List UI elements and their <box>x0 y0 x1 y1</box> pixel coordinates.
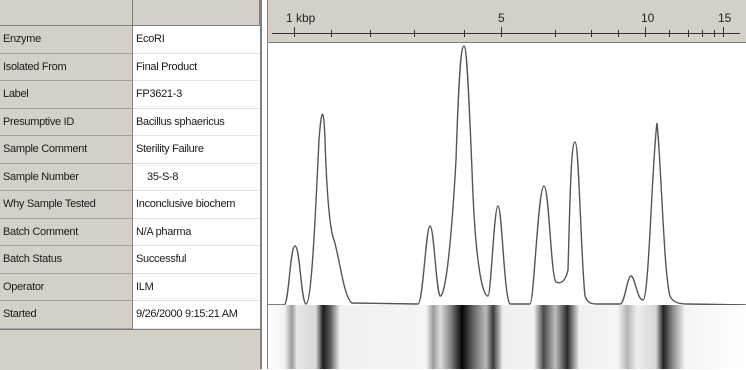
property-row-started[interactable]: Started 9/26/2000 9:15:21 AM <box>0 301 260 329</box>
ruler-tick <box>464 30 465 37</box>
property-label: Enzyme <box>0 26 133 54</box>
property-row-presumptive-id[interactable]: Presumptive ID Bacillus sphaericus <box>0 108 260 136</box>
property-value: FP3621-3 <box>133 81 260 109</box>
property-value: 35-S-8 <box>133 163 260 191</box>
property-label: Started <box>0 301 133 329</box>
ruler-label-1kbp: 1 kbp <box>286 11 316 25</box>
property-label: Presumptive ID <box>0 108 133 136</box>
ruler-tick <box>723 27 724 37</box>
ruler-tick <box>645 27 646 37</box>
property-row-sample-number[interactable]: Sample Number 35-S-8 <box>0 163 260 191</box>
ruler-label-10: 10 <box>641 11 655 25</box>
value-column-header[interactable] <box>133 0 260 26</box>
property-row-sample-comment[interactable]: Sample Comment Sterility Failure <box>0 136 260 164</box>
property-row-batch-status[interactable]: Batch Status Successful <box>0 246 260 274</box>
property-value: Inconclusive biochem <box>133 191 260 219</box>
electropherogram-trace <box>268 45 746 306</box>
property-rows: Enzyme EcoRI Isolated From Final Product… <box>0 26 260 329</box>
property-label: Batch Comment <box>0 218 133 246</box>
property-label: Operator <box>0 273 133 301</box>
fragment-size-ruler: 1 kbp 5 10 15 <box>268 0 746 43</box>
gel-lane-image <box>268 305 746 369</box>
electropherogram-panel: 1 kbp 5 10 15 <box>267 0 746 369</box>
ruler-tick <box>501 27 502 37</box>
property-label: Why Sample Tested <box>0 191 133 219</box>
ruler-label-15: 15 <box>718 11 732 25</box>
property-value: 9/26/2000 9:15:21 AM <box>133 301 260 329</box>
property-value: N/A pharma <box>133 218 260 246</box>
property-value: Bacillus sphaericus <box>133 108 260 136</box>
ruler-tick <box>669 30 670 37</box>
grid-empty-area <box>0 329 260 370</box>
property-label: Label <box>0 81 133 109</box>
ruler-tick <box>688 30 689 37</box>
ruler-tick <box>591 30 592 37</box>
grid-header <box>0 0 260 26</box>
property-label: Isolated From <box>0 53 133 81</box>
property-value: Successful <box>133 246 260 274</box>
trace-and-gel <box>268 45 746 369</box>
ruler-tick <box>702 30 703 37</box>
property-value: Sterility Failure <box>133 136 260 164</box>
ruler-tick <box>414 30 415 37</box>
property-value: EcoRI <box>133 26 260 54</box>
property-row-enzyme[interactable]: Enzyme EcoRI <box>0 26 260 54</box>
property-value: ILM <box>133 273 260 301</box>
property-row-operator[interactable]: Operator ILM <box>0 273 260 301</box>
ruler-tick <box>294 27 295 37</box>
ruler-tick <box>618 30 619 37</box>
property-row-batch-comment[interactable]: Batch Comment N/A pharma <box>0 218 260 246</box>
ruler-label-5: 5 <box>498 11 505 25</box>
property-label: Sample Number <box>0 163 133 191</box>
property-label: Sample Comment <box>0 136 133 164</box>
property-row-label[interactable]: Label FP3621-3 <box>0 81 260 109</box>
property-row-isolated-from[interactable]: Isolated From Final Product <box>0 53 260 81</box>
property-value: Final Product <box>133 53 260 81</box>
ruler-baseline <box>272 33 740 34</box>
ruler-tick <box>370 30 371 37</box>
ruler-tick <box>331 30 332 37</box>
property-column-header[interactable] <box>0 0 133 26</box>
sample-properties-grid: Enzyme EcoRI Isolated From Final Product… <box>0 0 262 370</box>
ruler-tick <box>714 30 715 37</box>
ruler-tick <box>555 30 556 37</box>
property-row-why-sample-tested[interactable]: Why Sample Tested Inconclusive biochem <box>0 191 260 219</box>
property-label: Batch Status <box>0 246 133 274</box>
